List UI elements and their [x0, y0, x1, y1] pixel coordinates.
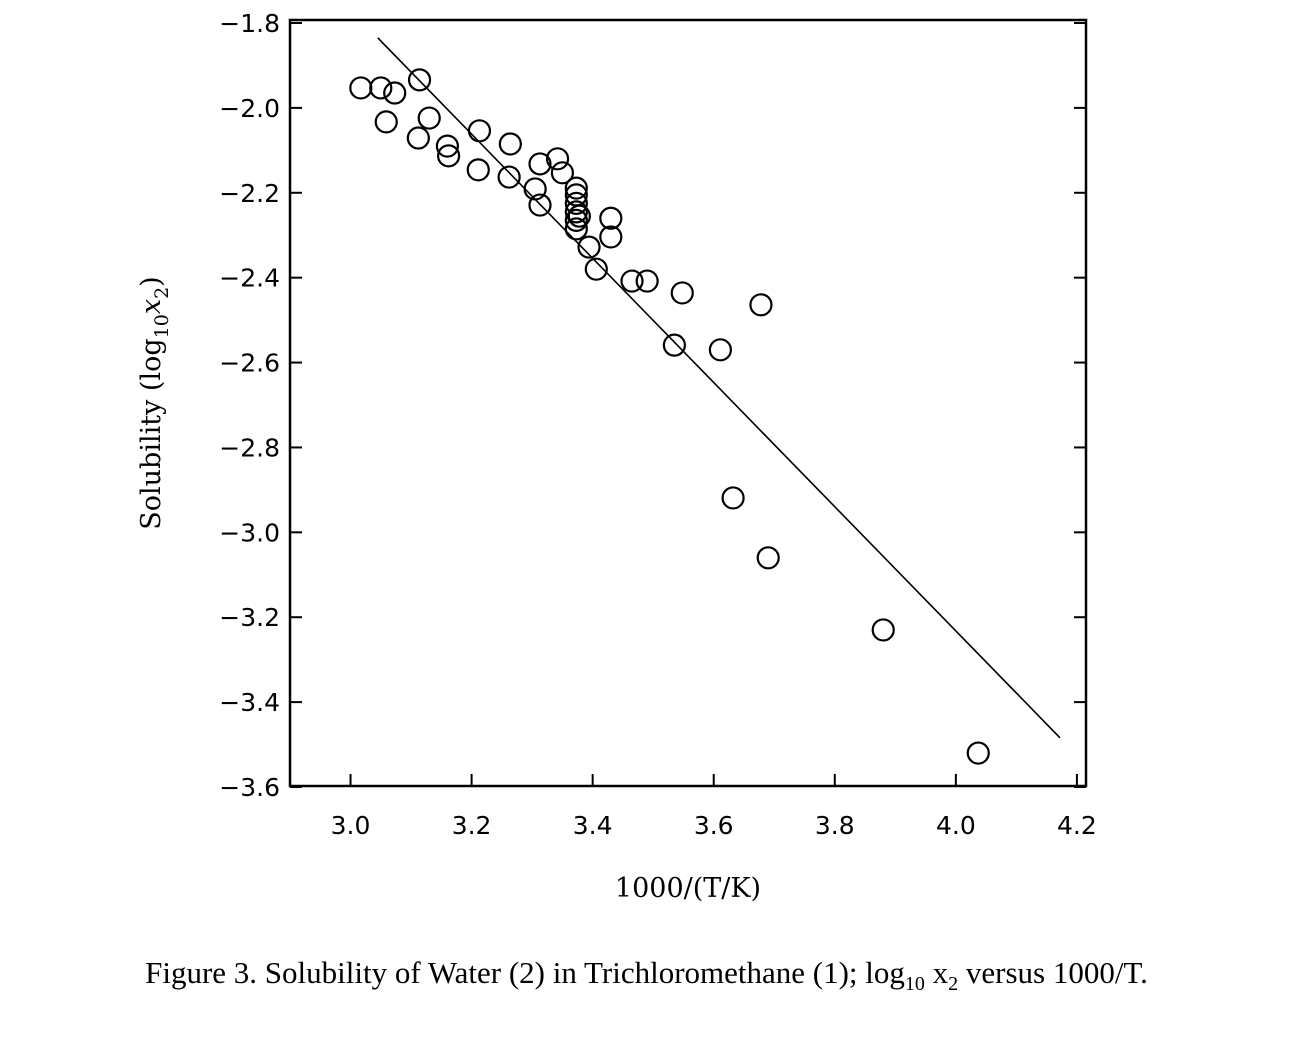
y-tick-label: −2.4 — [219, 264, 280, 293]
data-point — [550, 161, 574, 185]
data-point — [756, 546, 780, 570]
data-point — [670, 281, 694, 305]
x-tick-label: 4.2 — [1057, 811, 1097, 840]
y-axis-label-sub: 10 — [151, 314, 173, 338]
data-point — [497, 165, 521, 189]
y-tick-label: −3.2 — [219, 603, 280, 632]
data-point — [708, 338, 732, 362]
x-axis-label: 1000/(T/K) — [615, 873, 761, 904]
data-point — [564, 176, 588, 200]
y-axis-label-var-sub: 2 — [151, 287, 173, 299]
y-tick-label: −3.0 — [219, 518, 280, 547]
y-tick-label: −3.6 — [219, 773, 280, 802]
data-point — [599, 206, 623, 230]
y-axis-label-var: x — [136, 299, 167, 314]
data-point — [635, 269, 659, 293]
data-point — [564, 200, 588, 224]
data-point — [545, 147, 570, 171]
data-point — [467, 119, 492, 143]
data-point — [406, 126, 430, 150]
data-point — [749, 293, 773, 317]
data-point — [528, 193, 552, 217]
data-point — [523, 177, 547, 201]
x-tick-label: 3.4 — [573, 811, 613, 840]
fit-line — [377, 37, 1061, 739]
x-tick-label: 3.2 — [452, 811, 492, 840]
figure-caption: Figure 3. Solubility of Water (2) in Tri… — [145, 955, 1148, 996]
x-tick-label: 3.0 — [331, 811, 371, 840]
data-point — [966, 741, 990, 765]
y-tick-label: −2.6 — [219, 349, 280, 378]
data-point — [374, 110, 398, 134]
data-point — [564, 217, 588, 241]
y-tick-label: −3.4 — [219, 688, 280, 717]
y-tick-label: −2.2 — [219, 179, 280, 208]
data-point — [584, 257, 608, 281]
x-tick-label: 4.0 — [936, 811, 976, 840]
data-point — [369, 76, 393, 100]
data-point — [435, 134, 459, 158]
y-axis-label-log: log — [136, 338, 167, 380]
data-point — [620, 269, 644, 293]
data-point — [721, 486, 745, 510]
y-tick-label: −1.8 — [219, 9, 280, 38]
data-point — [528, 152, 552, 176]
data-point — [599, 225, 623, 249]
data-point — [383, 81, 407, 105]
y-tick-label: −2.8 — [219, 433, 280, 462]
data-point — [498, 132, 522, 156]
data-point — [407, 68, 432, 92]
data-point — [349, 76, 373, 100]
plot-frame — [288, 18, 1088, 788]
data-point — [577, 235, 601, 259]
data-point — [436, 144, 461, 168]
data-point — [564, 191, 588, 215]
data-point — [466, 158, 490, 182]
data-point — [567, 204, 591, 228]
data-point — [662, 333, 686, 357]
y-axis-label: Solubility (log10x2) — [136, 276, 173, 529]
x-tick-label: 3.8 — [815, 811, 855, 840]
data-point — [564, 208, 588, 232]
x-tick-label: 3.6 — [694, 811, 734, 840]
y-tick-label: −2.0 — [219, 94, 280, 123]
y-axis-label-main: Solubility — [136, 399, 167, 530]
data-point — [871, 618, 895, 642]
data-point — [417, 106, 441, 130]
